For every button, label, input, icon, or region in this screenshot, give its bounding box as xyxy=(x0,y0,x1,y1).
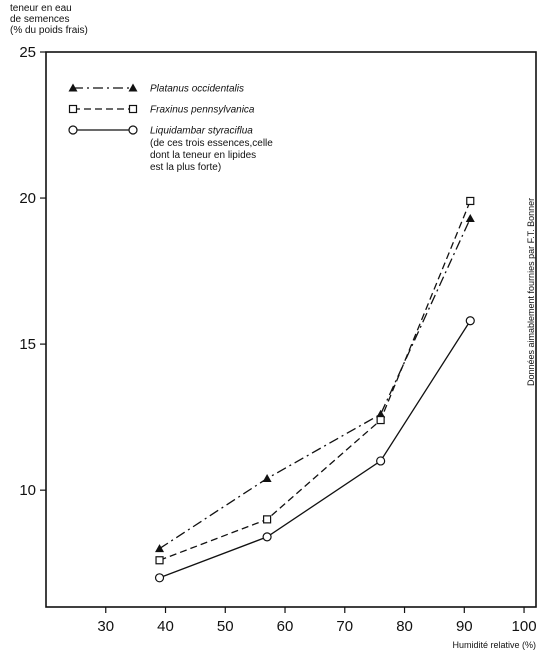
series-1 xyxy=(155,214,475,553)
data-point xyxy=(376,415,385,425)
legend-note-line: est la plus forte) xyxy=(150,162,221,173)
data-point xyxy=(465,316,475,326)
y-axis-label: teneur en eau de semences (% du poids fr… xyxy=(10,3,88,36)
y-axis-label-line-2: de semences xyxy=(10,14,70,25)
y-tick-label: 20 xyxy=(19,190,36,207)
data-point xyxy=(466,196,475,206)
legend-marker xyxy=(128,125,138,135)
legend-label: Platanus occidentalis xyxy=(150,84,244,95)
legend-note-line: (de ces trois essences,celle xyxy=(150,138,273,149)
series-line xyxy=(159,200,471,561)
x-tick-label: 60 xyxy=(277,618,294,635)
x-tick-label: 70 xyxy=(336,618,353,635)
data-point xyxy=(376,456,386,466)
data-point xyxy=(155,544,165,553)
legend-label: Liquidambar styraciflua xyxy=(150,126,253,137)
credit-note: Données aimablement fournies par F.T. Bo… xyxy=(526,197,536,386)
series-layer xyxy=(154,196,475,583)
x-tick-label: 100 xyxy=(512,618,537,635)
series-2 xyxy=(155,196,475,565)
data-point xyxy=(155,556,164,565)
series-line xyxy=(159,218,471,550)
legend-item-2: Fraxinus pennsylvanica xyxy=(68,104,255,116)
legend-marker xyxy=(128,83,138,92)
legend-marker xyxy=(128,104,138,114)
y-tick-label: 15 xyxy=(19,336,36,353)
axes: 30 40 50 60 70 80 90 100 10 15 20 25 xyxy=(19,44,537,635)
legend-marker xyxy=(68,83,78,92)
legend: Platanus occidentalis Fraxinus pennsylvan… xyxy=(68,83,273,173)
x-tick-label: 40 xyxy=(157,618,174,635)
x-tick-label: 30 xyxy=(97,618,114,635)
y-axis-label-line-3: (% du poids frais) xyxy=(10,25,88,36)
x-tick-label: 50 xyxy=(217,618,234,635)
series-3 xyxy=(154,316,475,583)
y-tick-label: 25 xyxy=(19,44,36,61)
y-tick-label: 10 xyxy=(19,482,36,499)
y-axis-label-line-1: teneur en eau xyxy=(10,3,72,14)
x-axis-label: Humidité relative (%) xyxy=(452,640,536,650)
legend-item-1: Platanus occidentalis xyxy=(68,83,244,95)
legend-item-3: Liquidambar styraciflua xyxy=(68,125,253,137)
data-point xyxy=(262,532,272,542)
legend-label: Fraxinus pennsylvanica xyxy=(150,105,255,116)
data-point xyxy=(262,515,272,524)
legend-marker xyxy=(68,104,78,114)
data-point xyxy=(154,573,165,583)
plot-frame xyxy=(45,51,537,608)
legend-note-line: dont la teneur en lipides xyxy=(150,150,256,161)
legend-marker xyxy=(68,125,78,135)
data-point xyxy=(262,473,272,482)
x-tick-label: 80 xyxy=(396,618,413,635)
x-tick-label: 90 xyxy=(456,618,473,635)
series-line xyxy=(159,320,471,579)
data-point xyxy=(465,214,475,222)
